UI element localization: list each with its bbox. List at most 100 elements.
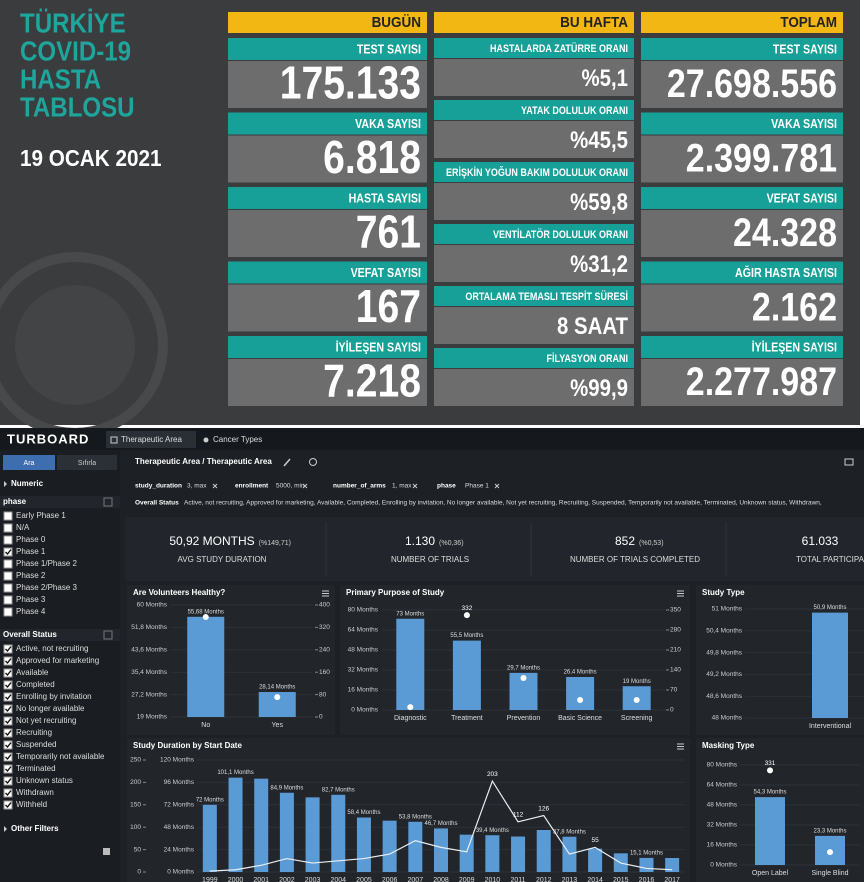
filter-value: 1, max — [392, 483, 412, 490]
bar-label: 54,3 Months — [753, 790, 786, 796]
checkbox[interactable] — [3, 535, 13, 545]
checkbox[interactable] — [3, 800, 13, 810]
checkbox[interactable] — [3, 692, 13, 702]
stat-label-bg — [434, 100, 634, 120]
checkbox[interactable] — [3, 583, 13, 593]
y-tick-label: 0 Months — [351, 707, 378, 714]
bar — [755, 797, 785, 865]
remove-filter[interactable] — [412, 483, 418, 489]
tab-bg — [106, 431, 196, 448]
x-tick-label: 2011 — [511, 877, 526, 882]
chart-menu[interactable] — [322, 590, 329, 597]
checkbox[interactable] — [103, 497, 113, 507]
kpi-value: 61.033 — [802, 534, 839, 548]
kpi-value: 50,92 MONTHS — [169, 534, 254, 548]
checkbox[interactable] — [3, 716, 13, 726]
checkbox[interactable] — [3, 523, 13, 533]
stat-label: VENTİLATÖR DOLULUK ORANI — [493, 227, 628, 241]
stat-value-bg — [641, 210, 843, 257]
checkbox[interactable] — [3, 571, 13, 581]
y-tick-label: 32 Months — [348, 667, 379, 674]
checkbox[interactable] — [3, 740, 13, 750]
bar — [408, 821, 423, 872]
stat-value: 2.162 — [752, 284, 837, 329]
checkbox[interactable] — [3, 776, 13, 786]
bar-label: 55,5 Months — [450, 633, 483, 639]
remove-filter[interactable] — [212, 483, 218, 489]
y-tick-label: 19 Months — [137, 714, 168, 721]
checkbox[interactable] — [3, 644, 13, 654]
reset-button[interactable] — [57, 455, 117, 470]
bar — [396, 618, 425, 710]
bar — [305, 797, 320, 872]
checkbox[interactable] — [3, 752, 13, 762]
x-tick-label: 2017 — [664, 877, 680, 882]
stat-label: VEFAT SAYISI — [351, 265, 421, 280]
brand: TURBOARD — [7, 431, 89, 446]
covid-title: COVID-19 — [20, 35, 131, 67]
edit-icon[interactable] — [283, 458, 291, 467]
x-tick-label: 2012 — [536, 877, 552, 882]
checkbox[interactable] — [3, 656, 13, 666]
check-mark — [5, 670, 12, 677]
stat-value: %5,1 — [582, 64, 628, 91]
stat-label-bg — [641, 112, 843, 135]
stat-label: VAKA SAYISI — [771, 116, 837, 131]
bar-label: 50,9 Months — [813, 605, 846, 611]
check-mark — [5, 646, 12, 653]
checkbox[interactable] — [3, 547, 13, 557]
screen-icon[interactable] — [844, 458, 854, 466]
checkbox[interactable] — [3, 511, 13, 521]
checkbox[interactable] — [3, 607, 13, 617]
checkbox[interactable] — [3, 728, 13, 738]
check-mark — [5, 658, 12, 665]
remove-filter[interactable] — [494, 483, 500, 489]
checkbox[interactable] — [3, 680, 13, 690]
remove-filter[interactable] — [302, 483, 308, 489]
y-tick-label: 60 Months — [137, 602, 168, 609]
checkbox[interactable] — [3, 704, 13, 714]
bar — [331, 794, 346, 872]
checkbox[interactable] — [103, 630, 113, 640]
checkbox[interactable] — [3, 559, 13, 569]
y2-tick-label: 210 — [670, 647, 681, 654]
chart-menu[interactable] — [677, 743, 684, 750]
bar — [588, 848, 603, 872]
search-button[interactable] — [3, 455, 55, 470]
bar — [566, 677, 595, 710]
option: Temporarily not available — [16, 752, 105, 761]
checkbox[interactable] — [3, 595, 13, 605]
bar — [187, 616, 225, 717]
stat-label-bg — [434, 286, 634, 306]
x-tick-label: 2016 — [639, 877, 655, 882]
y2-tick-label: 240 — [319, 647, 330, 654]
y-tick-label: 16 Months — [348, 687, 379, 694]
stat-label-bg — [228, 187, 427, 209]
y-tick-label: 24 Months — [164, 846, 195, 853]
stat-label: YATAK DOLULUK ORANI — [521, 105, 628, 117]
y2-tick-label: 0 — [670, 707, 674, 714]
check-mark — [5, 754, 12, 761]
option: Unknown status — [16, 776, 73, 785]
stat-label: TEST SAYISI — [773, 41, 837, 56]
checkbox[interactable] — [3, 788, 13, 798]
checkbox[interactable] — [3, 764, 13, 774]
y2-tick-label: 400 — [319, 602, 330, 609]
option: Phase 2/Phase 3 — [16, 583, 77, 592]
line-label: 55 — [591, 837, 599, 844]
count-dot — [202, 614, 209, 621]
chart-panel — [340, 585, 690, 735]
option: Not yet recruiting — [16, 716, 76, 725]
filter-name: enrollment — [235, 483, 269, 490]
x-tick-label: Diagnostic — [394, 715, 427, 722]
check-mark — [5, 718, 12, 725]
refresh-icon[interactable] — [309, 458, 317, 466]
x-tick-label: Single Blind — [812, 870, 849, 877]
checkbox[interactable] — [3, 668, 13, 678]
stat-value-bg — [228, 284, 427, 332]
bar — [639, 857, 654, 872]
x-tick-label: Prevention — [507, 715, 541, 722]
x-tick-label: 2014 — [587, 877, 603, 882]
chart-menu[interactable] — [677, 590, 684, 597]
